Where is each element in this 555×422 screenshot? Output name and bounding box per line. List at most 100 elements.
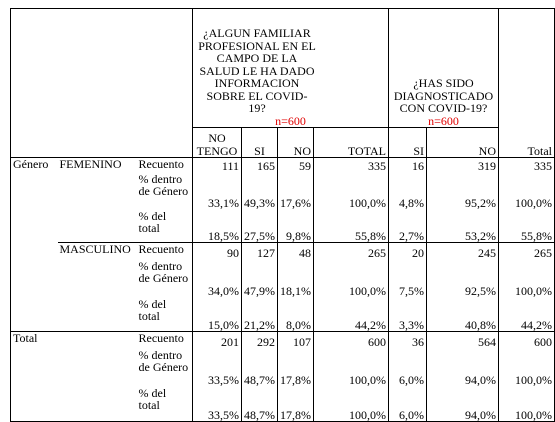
row-label: % dentro de Género (138, 259, 189, 285)
column-header: NO (277, 127, 314, 158)
cell-value: 265 (313, 242, 389, 260)
row-label: % dentro de Género (138, 172, 189, 198)
corner-cell (10, 8, 193, 158)
cell-value: 17,8% (277, 386, 314, 422)
cell-value: 44,2% (313, 297, 389, 332)
cell-value: 100,0% (498, 386, 555, 422)
cell-value: 319 (426, 157, 499, 173)
header-row: ¿ALGUN FAMILIAR PROFESIONAL EN EL CAMPO … (10, 8, 555, 158)
body-row: Total Recuento 201 292 107 600 36 564 600 (10, 331, 555, 422)
row-label: % dentro de Género (138, 348, 189, 374)
cell-value: 7,5% (388, 259, 427, 298)
cell-value: 18,1% (277, 259, 314, 298)
cell-value: 55,8% (313, 209, 389, 243)
cell-value: 94,0% (426, 348, 499, 387)
cell-value: 27,5% (241, 209, 278, 243)
row-label: % del total (138, 209, 167, 235)
column-header: SI (388, 127, 427, 158)
cell-value: 100,0% (313, 259, 389, 298)
cell-value: 20 (388, 242, 427, 260)
header-row: NO TENGO SI NO TOTAL SI NO (11, 127, 555, 158)
cell-value: 15,0% (192, 297, 242, 332)
column-header: Total (498, 8, 555, 158)
row-label: Recuento (136, 331, 193, 349)
cell-value: 94,0% (426, 386, 499, 422)
column-header: TOTAL (313, 127, 389, 158)
section-label: Género (10, 157, 58, 332)
cell-value: 16 (388, 157, 427, 173)
cell-value: 111 (192, 157, 242, 173)
group-n: n=600 (275, 113, 306, 128)
cell-value: 44,2% (498, 297, 555, 332)
cell-value: 40,8% (426, 297, 499, 332)
cell-value: 48,7% (241, 348, 278, 387)
cell-value: 8,0% (277, 297, 314, 332)
cell-value: 33,1% (192, 172, 242, 210)
cell-value: 4,8% (388, 172, 427, 210)
subgroup-label: FEMENINO (57, 157, 137, 243)
cell-value: 335 (498, 157, 555, 173)
cell-value: 245 (426, 242, 499, 260)
body-row: MASCULINO Recuento 90 127 48 265 20 245 265 (11, 242, 555, 332)
cell-value: 100,0% (313, 386, 389, 422)
crosstab: ¿ALGUN FAMILIAR PROFESIONAL EN EL CAMPO … (10, 8, 555, 422)
cell-value: 335 (313, 157, 389, 173)
cell-value: 100,0% (498, 172, 555, 210)
cell-value: 53,2% (426, 209, 499, 243)
cell-value: 59 (277, 157, 314, 173)
cell-value: 17,8% (277, 348, 314, 387)
group-title: ¿ALGUN FAMILIAR PROFESIONAL EN EL CAMPO … (198, 26, 316, 115)
group-header: ¿HAS SIDO DIAGNOSTICADO CON COVID-19? n=6… (388, 8, 499, 128)
cell-value: 2,7% (388, 209, 427, 243)
column-header: NO TENGO (192, 127, 242, 158)
body-row: % del total 15,0% 21,2% 8,0% 44,2% 3,3% 40,8% 4… (11, 297, 555, 332)
cell-value: 49,3% (241, 172, 278, 210)
cell-value: 90 (192, 242, 242, 260)
column-header: NO (426, 127, 499, 158)
cell-value: 18,5% (192, 209, 242, 243)
cell-value: 95,2% (426, 172, 499, 210)
cell-value: 107 (277, 331, 314, 349)
body-row: % dentro de Género 34,0% 47,9% 18,1% 100,0% 7… (11, 259, 555, 298)
cell-value: 55,8% (498, 209, 555, 243)
cell-value: 48 (277, 242, 314, 260)
cell-value: 6,0% (388, 386, 427, 422)
group-title: ¿HAS SIDO DIAGNOSTICADO CON COVID-19? (393, 76, 494, 115)
body-row: % dentro de Género 33,1% 49,3% 17,6% 100,0% 4… (11, 172, 555, 210)
cell-value: 100,0% (498, 348, 555, 387)
cell-value: 36 (388, 331, 427, 349)
cell-value: 3,3% (388, 297, 427, 332)
cell-value: 47,9% (241, 259, 278, 298)
body-row: % del total 33,5% 48,7% 17,8% 100,0% 6,0% 94,0… (11, 386, 555, 422)
row-label: Recuento (136, 157, 193, 173)
cell-value: 33,5% (192, 348, 242, 387)
cell-value: 9,8% (277, 209, 314, 243)
row-label: Recuento (136, 242, 193, 260)
subgroup-label: MASCULINO (57, 242, 137, 332)
column-header: SI (241, 127, 278, 158)
cell-value: 100,0% (313, 348, 389, 387)
group-header: ¿ALGUN FAMILIAR PROFESIONAL EN EL CAMPO … (192, 8, 389, 128)
cell-value: 92,5% (426, 259, 499, 298)
group-n: n=600 (428, 113, 459, 128)
cell-value: 21,2% (241, 297, 278, 332)
cell-value: 265 (498, 242, 555, 260)
cell-value: 564 (426, 331, 499, 349)
cell-value: 165 (241, 157, 278, 173)
cell-value: 292 (241, 331, 278, 349)
body-row: % dentro de Género 33,5% 48,7% 17,8% 100,0% 6… (11, 348, 555, 387)
cell-value: 600 (313, 331, 389, 349)
row-label: % del total (138, 297, 167, 323)
cell-value: 100,0% (313, 172, 389, 210)
cell-value: 100,0% (498, 259, 555, 298)
row-label: % del total (138, 386, 167, 412)
cell-value: 17,6% (277, 172, 314, 210)
body-row: % del total 18,5% 27,5% 9,8% 55,8% 2,7% 53,2% 5… (11, 209, 555, 243)
cell-value: 48,7% (241, 386, 278, 422)
cell-value: 127 (241, 242, 278, 260)
cell-value: 34,0% (192, 259, 242, 298)
cell-value: 201 (192, 331, 242, 349)
section-label: Total (10, 331, 137, 422)
body-row: Género FEMENINO Recuento 111 165 59 335 16 319 33… (10, 157, 555, 332)
